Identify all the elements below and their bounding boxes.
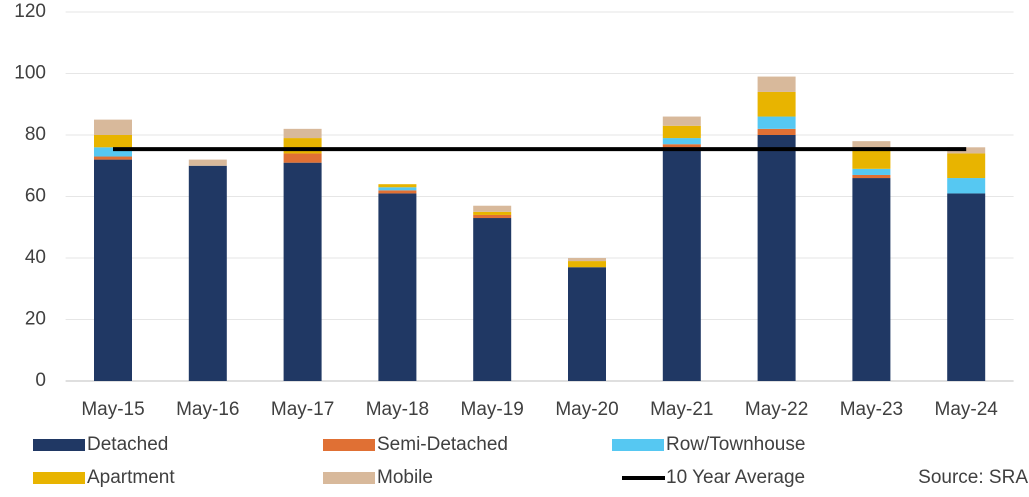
- bar-segment: [852, 141, 891, 151]
- bar-segment: [757, 91, 796, 117]
- source-note: Source: SRA: [918, 467, 1028, 488]
- legend-label: Row/Townhouse: [666, 434, 805, 455]
- bar-segment: [473, 211, 512, 215]
- bar-segment: [378, 187, 417, 191]
- bar-segment: [757, 135, 796, 381]
- bar-segment: [94, 119, 132, 135]
- bar-segment: [94, 135, 132, 148]
- y-tick-label: 20: [25, 309, 46, 330]
- bar-segment: [473, 218, 512, 381]
- bar-segment: [378, 190, 417, 194]
- legend-label: Semi-Detached: [377, 434, 508, 455]
- bar-segment: [947, 178, 986, 194]
- bar-segment: [568, 261, 606, 268]
- bar-segment: [662, 147, 701, 381]
- bar-segment: [757, 76, 796, 92]
- bar-segment: [947, 193, 986, 381]
- bar-segment: [662, 144, 701, 148]
- legend-label: Detached: [87, 434, 168, 455]
- y-tick-label: 40: [25, 247, 46, 268]
- x-tick-label: May-22: [745, 399, 808, 420]
- legend-swatch: [323, 439, 375, 451]
- bar-segment: [283, 128, 322, 139]
- bar-segment: [568, 267, 606, 381]
- legend-swatch: [33, 439, 85, 451]
- bar-segment: [852, 178, 891, 381]
- y-tick-label: 100: [14, 63, 46, 84]
- legend-swatch: [612, 439, 664, 451]
- bar-segment: [757, 128, 796, 135]
- bar-segment: [94, 147, 132, 157]
- y-tick-label: 120: [14, 1, 46, 22]
- x-tick-label: May-17: [271, 399, 334, 420]
- bar-segment: [188, 159, 227, 166]
- y-tick-label: 0: [35, 370, 46, 391]
- bar-segment: [662, 116, 701, 126]
- legend-swatch: [33, 472, 85, 484]
- bar-segment: [568, 258, 606, 262]
- x-tick-label: May-18: [366, 399, 429, 420]
- bar-segment: [283, 153, 322, 163]
- bar-segment: [188, 165, 227, 381]
- y-tick-label: 60: [25, 186, 46, 207]
- bar-segment: [473, 205, 512, 212]
- bar-segment: [662, 138, 701, 145]
- x-tick-label: May-19: [461, 399, 524, 420]
- x-tick-label: May-24: [935, 399, 999, 420]
- bar-segment: [852, 150, 891, 169]
- legend-label: Mobile: [377, 467, 433, 488]
- x-tick-label: May-20: [555, 399, 618, 420]
- bar-segment: [94, 156, 132, 160]
- bar-segment: [852, 174, 891, 179]
- bar-segment: [378, 184, 417, 188]
- x-tick-label: May-23: [840, 399, 903, 420]
- x-tick-label: May-15: [81, 399, 144, 420]
- x-tick-label: May-16: [176, 399, 239, 420]
- legend-label: 10 Year Average: [666, 467, 805, 488]
- bar-segment: [94, 159, 132, 381]
- legend-label: Apartment: [87, 467, 175, 488]
- bar-segment: [473, 214, 512, 219]
- legend-swatch: [323, 472, 375, 484]
- bar-segment: [852, 168, 891, 175]
- bar-segment: [947, 153, 986, 179]
- bar-segment: [283, 162, 322, 381]
- bar-segment: [757, 116, 796, 129]
- bar-segment: [378, 193, 417, 381]
- y-tick-label: 80: [25, 124, 46, 145]
- x-tick-label: May-21: [650, 399, 713, 420]
- bar-segment: [662, 125, 701, 139]
